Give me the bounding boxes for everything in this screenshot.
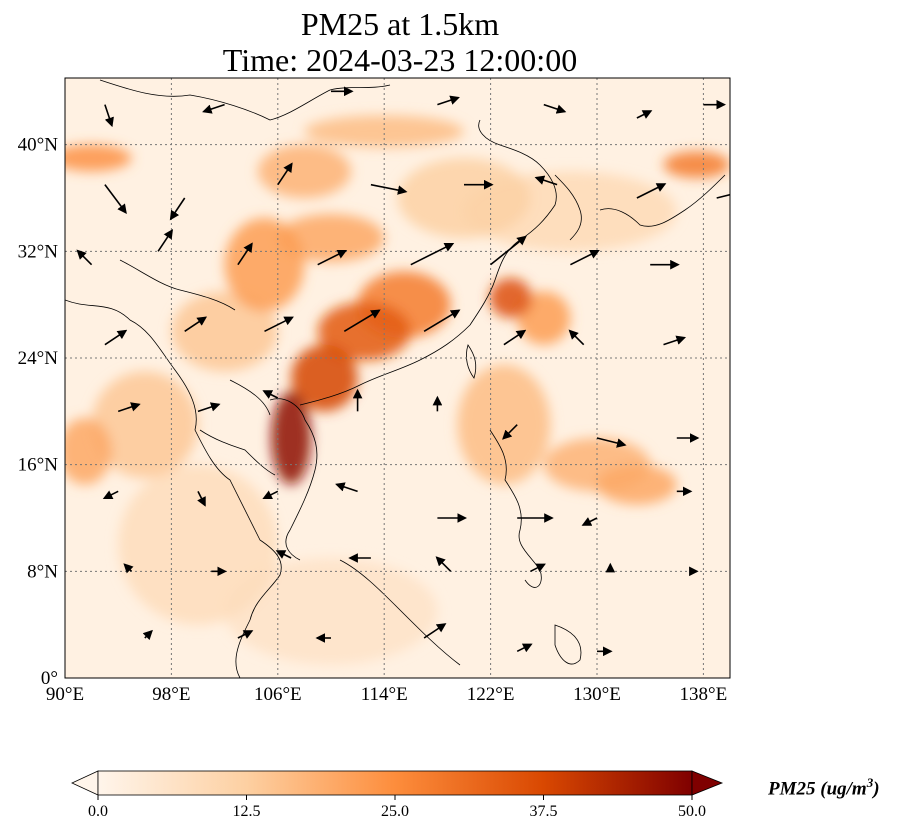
wind-arrow: [435, 556, 452, 572]
longitude-tick-label: 138°E: [680, 684, 728, 705]
colorbar-ticks: 0.0 12.5 25.0 37.5 50.0: [88, 795, 706, 820]
longitude-tick-label: 98°E: [152, 684, 190, 705]
wind-arrow: [335, 482, 358, 493]
pm25-plume: [171, 291, 278, 372]
wind-arrow: [102, 490, 119, 500]
wind-arrow: [117, 402, 141, 413]
wind-arrow: [104, 184, 127, 214]
colorbar-gradient: [97, 770, 693, 796]
wind-arrow: [370, 183, 408, 195]
latitude-tick-labels: 0° 8°N 16°N 24°N 32°N 40°N: [18, 135, 59, 689]
wind-arrow: [636, 110, 653, 119]
coastlines: [65, 79, 726, 678]
wind-arrow: [275, 550, 292, 559]
pm25-plume: [118, 464, 278, 625]
wind-arrow: [237, 242, 253, 266]
latitude-tick-label: 8°N: [27, 561, 58, 582]
pm25-plume: [91, 371, 198, 478]
longitude-tick-label: 106°E: [254, 684, 302, 705]
pm25-plume: [271, 391, 312, 485]
wind-arrow: [516, 643, 533, 653]
wind-arrow: [716, 193, 730, 199]
longitude-tick-labels: 90°E 98°E 106°E 114°E 122°E 130°E 138°E: [46, 684, 727, 705]
map-frame: [64, 77, 731, 679]
colorbar-title: PM25 (ug/m3): [768, 775, 880, 800]
wind-arrow: [104, 329, 128, 346]
wind-arrow: [570, 249, 600, 266]
pm25-plume: [304, 115, 465, 148]
latitude-tick-label: 32°N: [18, 241, 59, 262]
wind-arrow: [543, 103, 567, 114]
wind-arrow: [490, 235, 527, 266]
longitude-tick-label: 90°E: [46, 684, 84, 705]
wind-arrow: [104, 104, 114, 128]
wind-arrow: [530, 563, 546, 573]
longitude-tick-label: 114°E: [361, 684, 408, 705]
wind-vectors: [76, 86, 730, 657]
latitude-tick-label: 0°: [41, 668, 58, 689]
pm25-plume: [257, 144, 351, 198]
pm25-plume: [65, 144, 132, 172]
longitude-tick-label: 122°E: [467, 684, 515, 705]
latitude-tick-label: 40°N: [18, 135, 59, 156]
wind-arrow: [596, 437, 627, 448]
wind-arrow: [76, 249, 93, 266]
longitude-tick-label: 130°E: [573, 684, 621, 705]
wind-arrow: [636, 183, 667, 199]
wind-arrow: [184, 316, 208, 332]
colorbar-extend-min: [71, 770, 99, 796]
wind-arrow: [317, 249, 348, 266]
wind-arrow: [534, 175, 558, 186]
pm25-plume: [65, 418, 112, 485]
wind-arrow: [142, 629, 153, 641]
wind-arrow: [202, 103, 225, 114]
pm25-plume: [397, 158, 531, 238]
wind-arrow: [277, 162, 293, 186]
pm25-plume: [663, 151, 730, 179]
wind-arrow: [437, 95, 460, 106]
wind-arrow: [123, 563, 134, 574]
wind-arrow: [237, 630, 254, 639]
colorbar-tick-label: 25.0: [381, 803, 409, 820]
wind-arrow: [262, 390, 279, 399]
wind-arrow: [197, 402, 221, 413]
wind-arrow: [157, 229, 173, 252]
pm25-plume: [489, 278, 532, 318]
wind-arrow: [503, 329, 527, 346]
colorbar: 0.0 12.5 25.0 37.5 50.0: [71, 770, 724, 820]
latitude-tick-label: 24°N: [18, 348, 59, 369]
wind-arrow: [581, 517, 598, 526]
pm25-plume: [597, 464, 677, 505]
colorbar-tick-label: 0.0: [88, 803, 108, 820]
pm25-plume: [224, 217, 305, 312]
wind-arrow: [343, 309, 381, 333]
colorbar-tick-label: 50.0: [678, 803, 706, 820]
pm25-plume: [291, 344, 358, 412]
latitude-tick-label: 16°N: [18, 455, 59, 476]
gridlines: [65, 78, 730, 678]
wind-arrow: [169, 197, 186, 221]
wind-arrow: [197, 490, 206, 507]
wind-arrow: [264, 316, 294, 333]
map-timestamp: Time: 2024-03-23 12:00:00: [222, 42, 578, 78]
wind-arrow: [410, 242, 455, 266]
pm25-plume: [317, 302, 411, 361]
map-title: PM25 at 1.5km: [300, 6, 500, 42]
colorbar-tick-label: 12.5: [233, 803, 261, 820]
wind-arrow: [423, 623, 447, 639]
pm25-plume: [277, 214, 385, 262]
wind-arrow: [568, 329, 585, 346]
pm25-plume: [457, 364, 551, 485]
wind-arrow: [663, 335, 687, 346]
colorbar-extend-max: [691, 770, 724, 796]
wind-arrow: [423, 309, 461, 333]
colorbar-tick-label: 37.5: [530, 803, 558, 820]
wind-arrow: [262, 490, 279, 500]
wind-arrow: [502, 424, 518, 440]
